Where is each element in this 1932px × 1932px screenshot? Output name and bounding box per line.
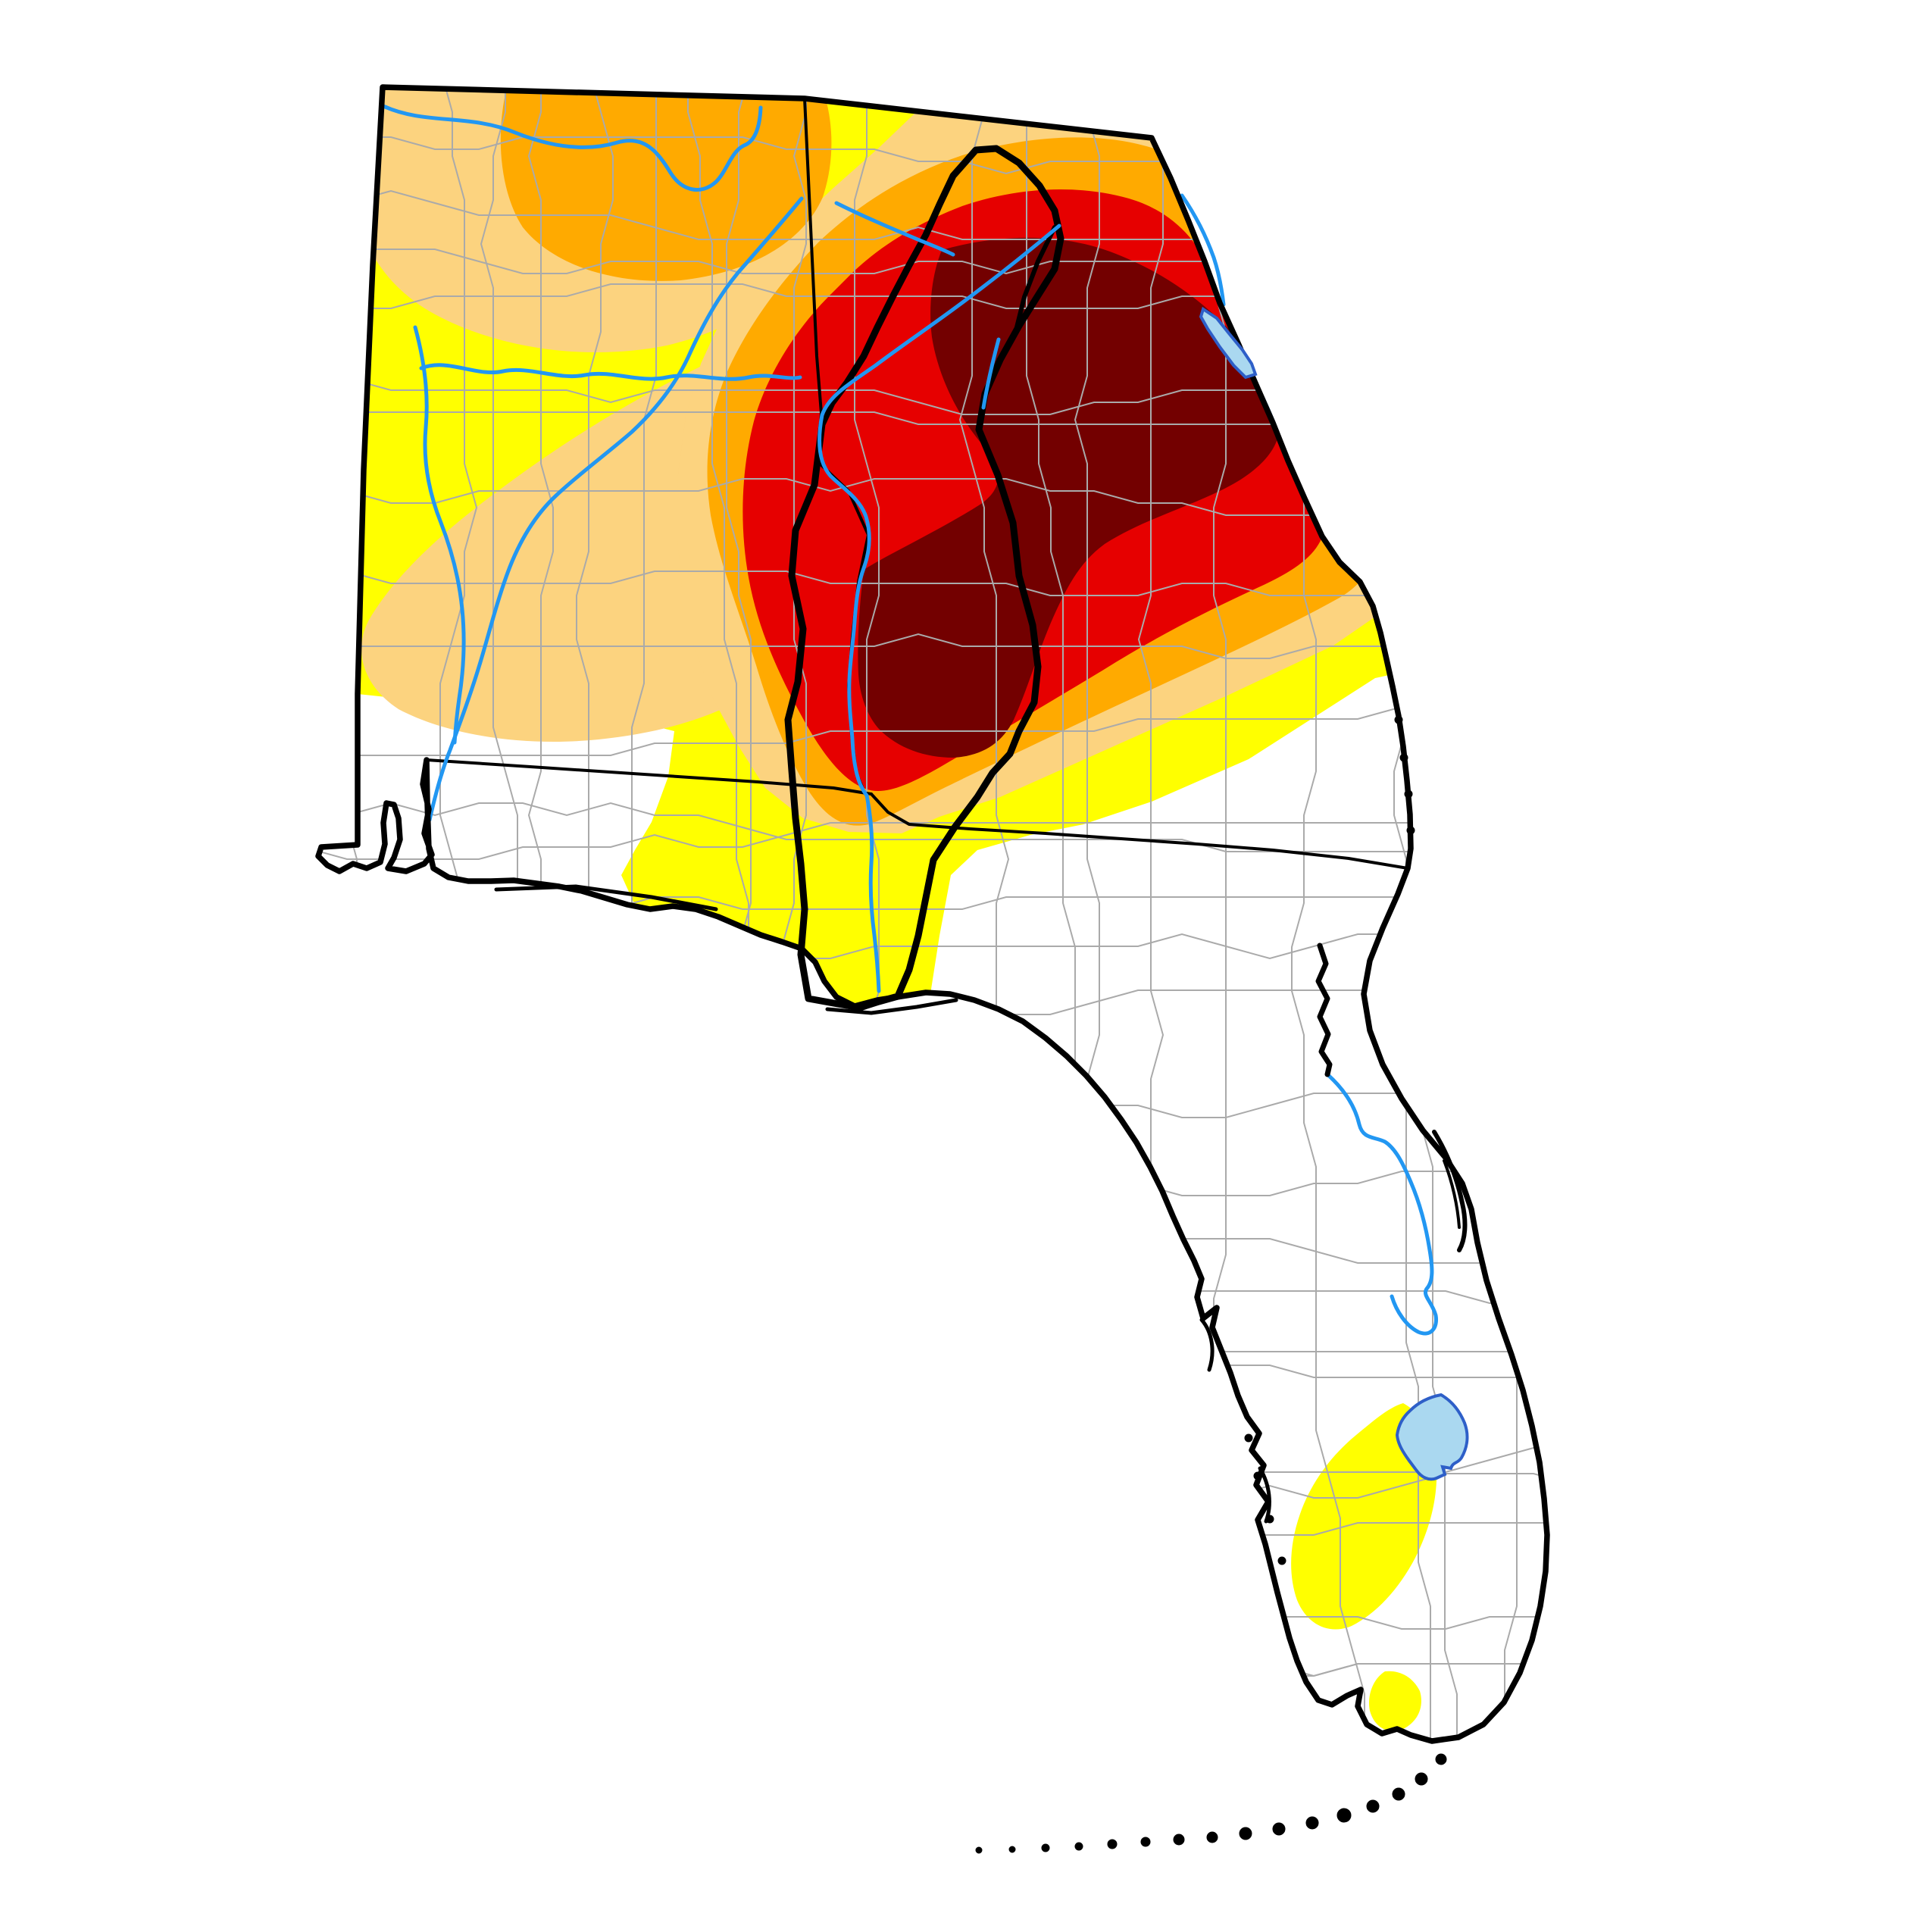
county-line [318,1616,1547,1642]
county-line [318,933,1547,971]
savannah-river-upper [1180,193,1226,307]
georgia-florida-border [870,792,1409,870]
county-line [318,633,1547,659]
georgia-sea-island [1394,715,1403,724]
georgia-sea-island [1399,753,1408,762]
indian-river-lagoon [1443,1159,1461,1229]
santa-rosa-island [494,884,718,911]
county-line [318,1339,1547,1365]
gulf-coast-islet [1265,1515,1274,1524]
tennessee-river [381,104,763,192]
clarks-hill-lake [1199,306,1258,380]
drought-shading-layer [318,87,1515,1731]
watershed-inner-divide [1013,225,1057,336]
merritt-island-lagoon [1432,1130,1468,1252]
lake-layer [1199,306,1469,1481]
lake-okeechobee [1395,1393,1469,1481]
gulf-coast-islet [1253,1471,1262,1480]
tombigbee-river [413,325,466,745]
drought-d0-region-florida-south-tip [1368,1671,1421,1731]
county-line [318,1171,1547,1197]
florida-keys [975,1753,1447,1854]
state-perimeter-coastline [315,84,1550,1744]
county-line [318,1290,1547,1316]
flint-river-upper [981,337,1001,410]
county-line [318,822,1547,860]
county-line [318,1352,1547,1390]
county-line [318,802,1547,864]
st-george-island [825,998,958,1015]
acf-watershed-boundary [784,145,1064,1011]
county-line [1491,87,1518,1738]
gulf-coast-islet [1244,1433,1253,1443]
county-line [318,706,1547,756]
tampa-bay-inlet [1199,1318,1215,1372]
alabama-river-west-reach [419,363,802,381]
watershed-basin-layer [784,145,1064,1011]
drought-d4-region-georgia [858,237,1280,758]
county-line [332,87,370,1738]
alabama-florida-border [425,758,873,796]
st-johns-river [1325,1072,1439,1336]
county-line [1531,87,1547,1738]
georgia-sea-island [1406,826,1415,835]
etowah-river [834,201,955,257]
county-line [318,1093,1547,1118]
county-line [318,1214,1547,1264]
chattahoochee-river [818,224,1061,798]
st-johns-upper-marsh [1315,943,1333,1077]
coosa-alabama-river [427,196,804,822]
apalachicola-river [864,793,881,993]
georgia-sea-island [1404,789,1413,799]
county-line [318,989,1547,1039]
coastal-island-layer [494,715,1468,1854]
gulf-coast-islet [1277,1556,1286,1565]
drought-d0-region-southwest-florida [1291,1403,1437,1630]
